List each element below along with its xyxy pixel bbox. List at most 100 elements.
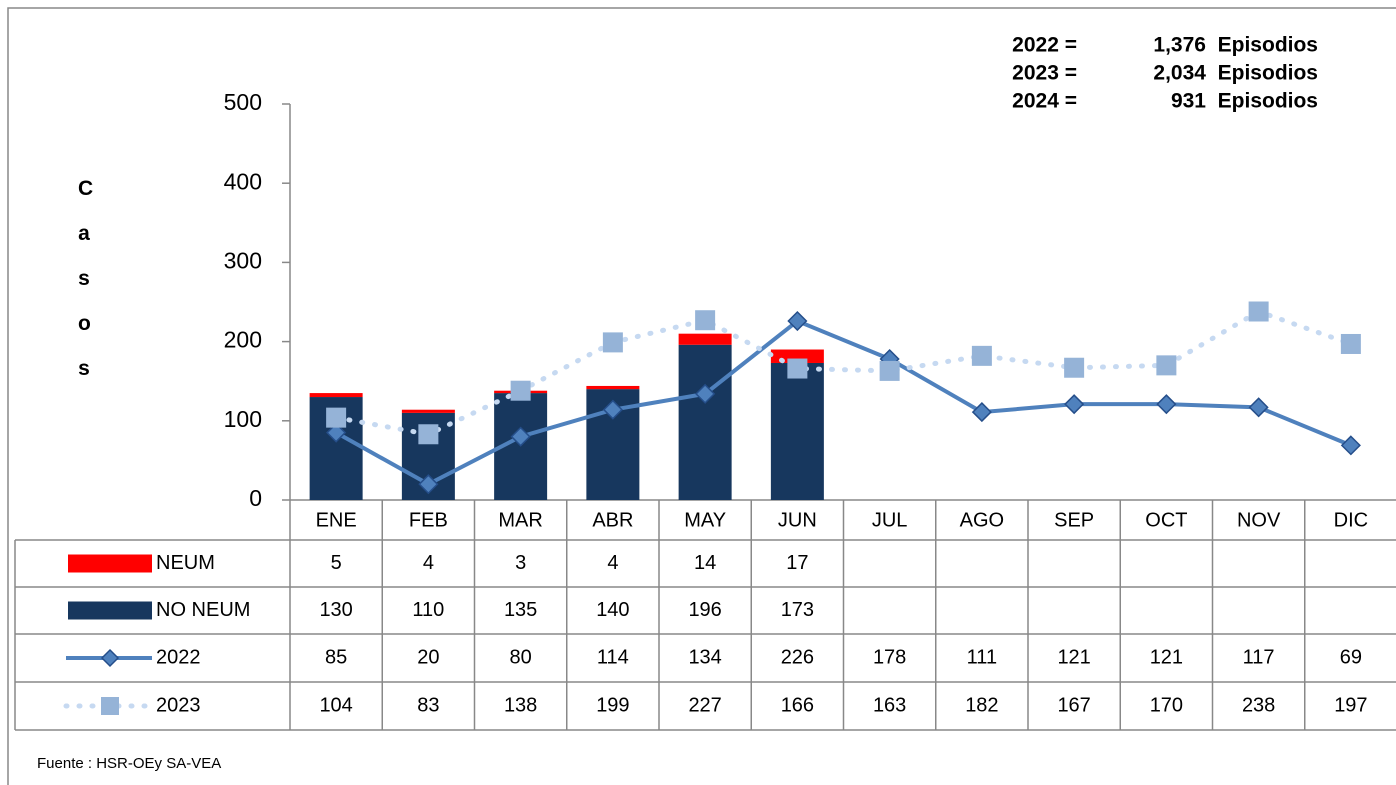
line: [333, 308, 1354, 437]
point: [510, 426, 531, 447]
y-axis-label: Casos: [78, 177, 94, 380]
table-value: 199: [596, 694, 629, 716]
point: [971, 345, 992, 366]
point: [602, 332, 623, 353]
table-value: 4: [423, 552, 434, 574]
x-tick-label: ABR: [592, 509, 633, 531]
y-tick-label: 400: [224, 168, 262, 194]
legend-key: [68, 554, 152, 573]
table-value: 110: [412, 599, 444, 621]
table-value: 83: [417, 694, 439, 716]
table-value: 14: [694, 552, 716, 574]
table-value: 135: [504, 599, 537, 621]
line: [335, 318, 1352, 487]
table-value: 80: [510, 646, 532, 668]
annotation-year: 2023 =: [1012, 62, 1077, 85]
x-tick-label: NOV: [1237, 509, 1281, 531]
legend-label: 2022: [156, 646, 201, 668]
point: [418, 474, 439, 495]
bar: [678, 344, 732, 500]
table-value: 104: [319, 694, 352, 716]
x-tick-label: JUL: [872, 509, 908, 531]
point: [1156, 355, 1177, 376]
x-tick-label: AGO: [960, 509, 1004, 531]
legend-label: 2023: [156, 694, 201, 716]
point: [1248, 301, 1269, 322]
source: Fuente : HSR-OEy SA-VEA: [37, 755, 221, 772]
table-value: 130: [319, 599, 352, 621]
point: [326, 407, 347, 428]
y-tick-label: 500: [224, 89, 262, 115]
point: [1064, 394, 1085, 415]
table-value: 166: [781, 694, 814, 716]
table-value: 138: [504, 694, 537, 716]
bar: [678, 333, 732, 345]
frame: [7, 7, 1396, 785]
table-value: 238: [1242, 694, 1275, 716]
x-tick-label: MAY: [684, 509, 726, 531]
y-tick-label: 200: [224, 327, 262, 353]
bar: [401, 409, 455, 413]
table-value: 197: [1334, 694, 1367, 716]
point: [326, 422, 347, 443]
annotation-text: 931 Episodios: [1171, 90, 1318, 113]
x-tick-label: OCT: [1145, 509, 1187, 531]
x-tick-label: JUN: [778, 509, 817, 531]
point: [1340, 435, 1361, 456]
point: [695, 383, 716, 404]
legend-key: [68, 601, 152, 620]
y-tick-label: 100: [224, 406, 262, 432]
table-value: 20: [417, 646, 439, 668]
x-tick-label: ENE: [316, 509, 357, 531]
table-value: 117: [1243, 646, 1275, 668]
legend-label: NO NEUM: [156, 599, 250, 621]
table-value: 173: [781, 599, 814, 621]
table-value: 134: [688, 646, 721, 668]
legend-marker: [101, 697, 119, 715]
annotation-year: 2024 =: [1012, 90, 1077, 113]
table-value: 114: [597, 646, 629, 668]
point: [1064, 357, 1085, 378]
x-tick-label: MAR: [498, 509, 542, 531]
x-tick-label: DIC: [1334, 509, 1368, 531]
bar: [770, 362, 824, 500]
table-value: 4: [607, 552, 618, 574]
table-value: 167: [1057, 694, 1090, 716]
y-tick-label: 300: [224, 247, 262, 273]
bar: [586, 385, 640, 390]
point: [787, 358, 808, 379]
table-value: 170: [1150, 694, 1183, 716]
point: [971, 402, 992, 423]
point: [1340, 333, 1361, 354]
bar: [309, 393, 363, 398]
annotation-text: 1,376 Episodios: [1153, 34, 1318, 57]
point: [418, 424, 439, 445]
point: [787, 310, 808, 332]
table-value: 17: [786, 552, 808, 574]
annotation-text: 2,034 Episodios: [1153, 62, 1318, 85]
annotation-year: 2022 =: [1012, 34, 1077, 57]
point: [1156, 394, 1177, 415]
table-value: 85: [325, 646, 347, 668]
point: [1248, 397, 1269, 418]
point: [879, 360, 900, 381]
table-value: 196: [688, 599, 721, 621]
table-value: 69: [1340, 646, 1362, 668]
table-value: 140: [596, 599, 629, 621]
table-value: 226: [781, 646, 814, 668]
table-value: 178: [873, 646, 906, 668]
point: [602, 399, 623, 420]
table-value: 5: [331, 552, 342, 574]
x-tick-label: SEP: [1054, 509, 1094, 531]
point: [510, 380, 531, 401]
legend-label: NEUM: [156, 552, 215, 574]
table-value: 121: [1150, 646, 1183, 668]
table-value: 227: [688, 694, 721, 716]
legend-marker: [100, 648, 120, 668]
y-tick-label: 0: [249, 485, 262, 511]
table-value: 3: [515, 552, 526, 574]
table-value: 163: [873, 694, 906, 716]
x-tick-label: FEB: [409, 509, 448, 531]
